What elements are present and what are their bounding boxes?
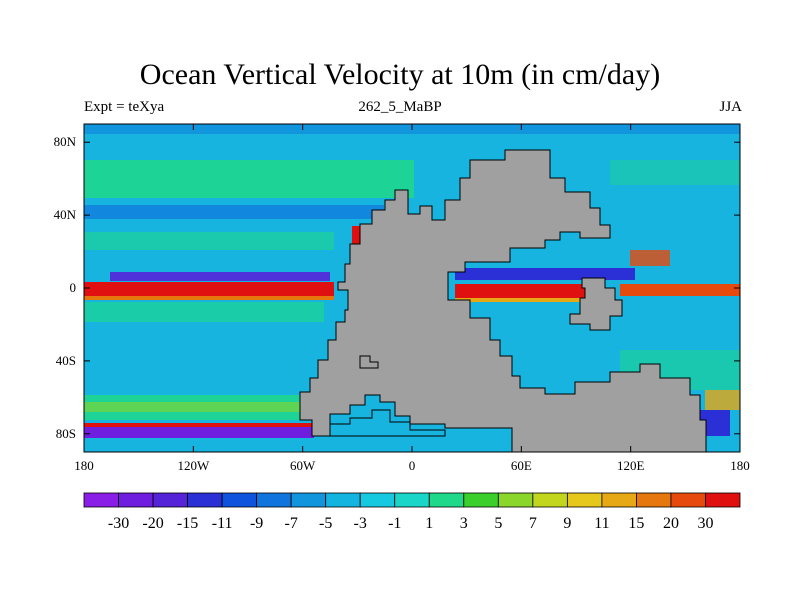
field-tethys-east-upwelling: [620, 284, 740, 296]
lon-tick-label: 120E: [617, 458, 645, 473]
colorbar-level-label: -11: [212, 515, 233, 532]
plot-title: Ocean Vertical Velocity at 10m (in cm/da…: [139, 58, 661, 91]
lon-tick-label: 180: [730, 458, 750, 473]
colorbar-swatch: [152, 492, 188, 508]
colorbar-swatch: [532, 492, 568, 508]
colorbar-swatch: [601, 492, 637, 508]
colorbar-swatch: [463, 492, 499, 508]
colorbar-swatch: [187, 492, 223, 508]
field-equatorial-orange-edge: [84, 296, 334, 300]
longitude-axis: 180 120W 60W 0 60E 120E 180: [74, 124, 750, 473]
map-panel: [83, 123, 741, 453]
season-label: JJA: [719, 99, 742, 115]
land-pangaea: [299, 149, 707, 453]
field-equatorial-upwelling: [84, 282, 334, 296]
lat-tick-label: 80N: [54, 134, 77, 149]
field-southern-yellow-band: [84, 402, 304, 412]
land-small-island: [359, 355, 379, 369]
colorbar-swatch: [394, 492, 430, 508]
period-label: 262_5_MaBP: [358, 99, 442, 115]
field-ne-coast-red: [630, 250, 670, 266]
field-north-trade-band: [84, 232, 334, 250]
field-tethys-orange: [455, 298, 585, 302]
field-se-coast-orange: [705, 390, 740, 410]
colorbar-level-label: -15: [177, 515, 198, 532]
colorbar-swatch: [290, 492, 327, 508]
field-north-blue-band: [84, 205, 384, 219]
colorbar-swatch: [325, 492, 361, 508]
colorbar-level-label: 15: [628, 515, 644, 532]
field-southern-blue-strip: [84, 426, 314, 438]
colorbar-level-label: -5: [319, 515, 332, 532]
field-north-green-band: [84, 160, 414, 198]
experiment-label: Expt = teXya: [84, 99, 165, 115]
colorbar-swatch: [497, 492, 534, 508]
lat-tick-label: 80S: [56, 426, 76, 441]
land-tethys-island: [569, 277, 623, 331]
colorbar-level-label: 3: [460, 515, 468, 532]
colorbar-swatch: [670, 492, 706, 508]
colorbar: -30 -20 -15 -11 -9 -7 -5 -3 -1 1 3 5 7 9 11 15 20 30: [83, 492, 741, 532]
lat-tick-label: 40N: [54, 207, 77, 222]
field-east-north-green: [610, 160, 740, 185]
colorbar-level-label: -9: [250, 515, 263, 532]
lon-tick-label: 0: [409, 458, 416, 473]
colorbar-level-label: 11: [594, 515, 609, 532]
colorbar-level-label: 1: [425, 515, 433, 532]
colorbar-swatch: [256, 492, 292, 508]
colorbar-level-label: 9: [563, 515, 571, 532]
latitude-axis: 80N 40N 0 40S 80S: [54, 134, 740, 441]
lon-tick-label: 60E: [511, 458, 532, 473]
colorbar-swatch: [705, 492, 741, 508]
colorbar-swatch: [221, 492, 258, 508]
colorbar-swatch: [636, 492, 672, 508]
colorbar-swatch: [566, 492, 603, 508]
lon-tick-label: 180: [74, 458, 94, 473]
colorbar-level-label: 7: [529, 515, 537, 532]
colorbar-swatch: [118, 492, 154, 508]
colorbar-level-label: 20: [663, 515, 679, 532]
colorbar-swatch: [359, 492, 396, 508]
lat-tick-label: 40S: [56, 353, 76, 368]
colorbar-level-label: 30: [697, 515, 713, 532]
colorbar-level-label: -7: [284, 515, 297, 532]
colorbar-swatch: [83, 492, 119, 508]
lon-tick-label: 120W: [177, 458, 210, 473]
colorbar-level-label: -20: [142, 515, 163, 532]
field-equatorial-blue-north: [110, 272, 330, 281]
colorbar-level-label: -30: [108, 515, 129, 532]
lat-tick-label: 0: [70, 280, 77, 295]
field-tethys-blue: [455, 268, 635, 280]
colorbar-swatch: [428, 492, 465, 508]
field-south-green-band: [84, 302, 324, 322]
colorbar-level-label: -3: [354, 515, 367, 532]
ocean-southern-gap: [329, 409, 446, 437]
field-southern-red-strip: [84, 423, 314, 427]
colorbar-level-label: -1: [388, 515, 401, 532]
colorbar-level-label: 5: [494, 515, 502, 532]
field-tethys-upwelling: [455, 284, 585, 298]
lon-tick-label: 60W: [290, 458, 316, 473]
